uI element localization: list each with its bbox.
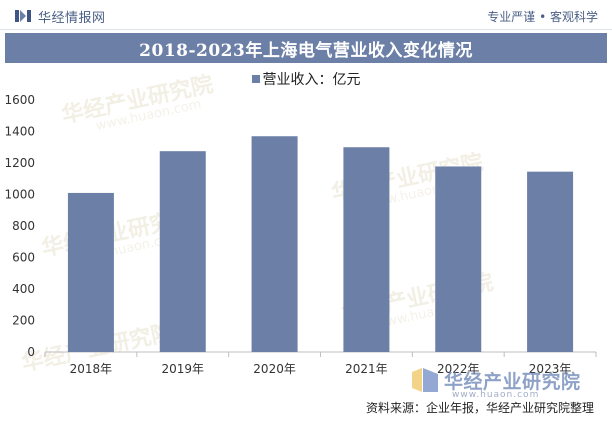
- bar: [67, 192, 114, 352]
- x-tick-label: 2022年: [437, 362, 480, 376]
- chart-title: 2018-2023年上海电气营业收入变化情况: [139, 40, 473, 61]
- footer-logo-icon: [412, 368, 438, 392]
- y-tick-label: 200: [12, 314, 35, 328]
- brand: 华经情报网: [14, 7, 106, 26]
- brand-name: 华经情报网: [38, 10, 106, 26]
- y-tick-label: 1400: [4, 125, 35, 139]
- footer-logo: 华经产业研究院: [410, 365, 606, 395]
- x-tick-label: 2023年: [529, 362, 572, 376]
- top-bar: 华经情报网 专业严谨 • 客观科学: [0, 0, 612, 30]
- y-tick-label: 1200: [4, 156, 35, 170]
- bar: [435, 166, 482, 352]
- bar: [159, 151, 206, 352]
- chart-title-band: 2018-2023年上海电气营业收入变化情况: [5, 33, 607, 63]
- y-tick-label: 600: [12, 251, 35, 265]
- y-tick-label: 1600: [4, 93, 35, 107]
- x-tick-label: 2019年: [161, 362, 204, 376]
- legend-swatch: [251, 75, 260, 83]
- y-tick-label: 800: [12, 219, 35, 233]
- footer-logo-url: www.huaon.com: [452, 390, 540, 400]
- y-tick-label: 1000: [4, 188, 35, 202]
- y-tick-label: 0: [27, 345, 35, 359]
- source-note: 资料来源：企业年报，华经产业研究院整理: [365, 401, 594, 415]
- x-tick-label: 2018年: [70, 362, 113, 376]
- footer-logo-text: 华经产业研究院: [444, 370, 581, 393]
- chart-legend: 营业收入：亿元: [0, 68, 612, 90]
- brand-logo-icon: [15, 10, 31, 22]
- legend-label: 营业收入：亿元: [262, 72, 361, 88]
- y-tick-label: 400: [12, 282, 35, 296]
- bar: [251, 136, 298, 352]
- x-tick-label: 2020年: [253, 362, 296, 376]
- bar: [343, 147, 390, 352]
- bar: [527, 171, 574, 352]
- tagline: 专业严谨 • 客观科学: [487, 10, 598, 24]
- x-tick-label: 2021年: [345, 362, 388, 376]
